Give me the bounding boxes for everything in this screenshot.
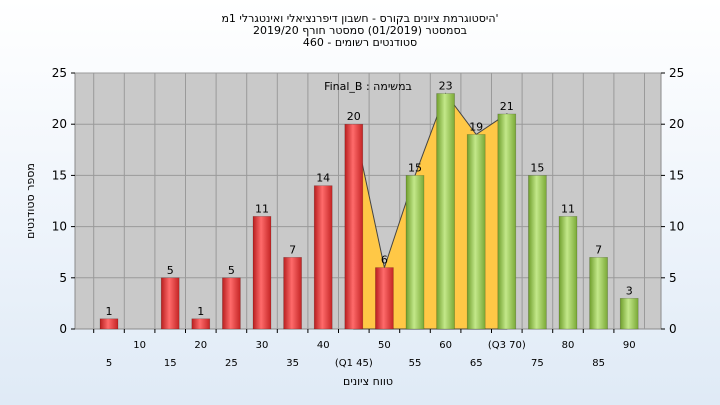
y-axis-label: מספר סטודנטים [24,163,37,239]
y-tick-label-left: 20 [52,117,67,131]
bar-value-label-90: 3 [626,284,633,297]
bar-85 [589,257,608,330]
y-tick-label-left: 0 [59,322,67,336]
bar-value-label-50: 6 [381,254,388,267]
bar-value-label-70: 21 [500,100,514,113]
x-tick-label-top: 50 [378,340,391,351]
bar-65 [466,134,486,330]
chart-subtitle-semester: בסמסטר (01/2019) סמסטר חורף 2019/20 [253,24,467,37]
y-tick-label-right: 10 [669,220,684,234]
x-tick-label-bottom: 25 [225,358,238,369]
bar-35 [283,257,302,330]
bar-40 [313,185,333,330]
bar-value-label-35: 7 [289,243,296,256]
bar-5 [99,318,119,330]
bar-value-label-80: 11 [561,202,575,215]
bar-value-label-75: 15 [530,161,544,174]
chart-title-block: היסטוגרמת ציונים בקורס - חשבון דיפרנציאל… [221,12,498,49]
y-tick-label-right: 15 [669,168,684,182]
x-axis-tick-labels: 10 20 30 40 50 60 (Q3 70) 80 90 5 15 25 35 (Q1 45) 55 6… [93,329,636,369]
x-tick-label-bottom: 75 [531,358,544,369]
bar-45 [344,123,364,330]
x-tick-label-bottom: 5 [106,358,112,369]
y-tick-label-right: 5 [669,271,677,285]
bar-70 [497,113,517,330]
bar-value-label-60: 23 [439,79,453,92]
y-tick-label-right: 25 [669,66,684,80]
bar-15 [160,277,180,330]
bar-value-label-25: 5 [228,264,235,277]
x-tick-label-top: 60 [439,340,452,351]
bar-value-label-65: 19 [469,120,483,133]
bar-value-label-30: 11 [255,202,269,215]
bar-90 [619,297,639,330]
y-tick-label-left: 25 [52,66,67,80]
x-tick-label-top: 90 [623,340,636,351]
x-tick-label-bottom: 15 [164,358,177,369]
bar-value-label-45: 20 [347,110,361,123]
y-tick-label-left: 15 [52,168,67,182]
x-tick-label-bottom: 85 [592,358,605,369]
bar-60 [436,93,455,330]
bar-50 [375,267,394,330]
x-tick-label-bottom: 35 [286,358,299,369]
chart-subtitle-students: סטודנטים רשומים - 460 [303,36,417,49]
bar-value-label-40: 14 [316,172,330,185]
x-tick-label-top: 20 [194,340,207,351]
y-tick-label-right: 0 [669,322,677,336]
x-tick-label-top: 30 [256,340,269,351]
bar-value-label-20: 1 [197,305,204,318]
bars-group [99,93,639,330]
annotation-label: Final_B : במשימה [324,80,412,93]
x-tick-label-top: (Q3 70) [488,340,526,351]
bar-value-label-55: 15 [408,161,422,174]
bar-20 [191,318,211,330]
x-tick-label-bottom: 65 [470,358,483,369]
bar-80 [558,216,578,330]
y-tick-label-left: 5 [59,271,67,285]
x-tick-label-top: 40 [317,340,330,351]
bar-value-label-15: 5 [167,264,174,277]
bar-value-label-5: 1 [106,305,113,318]
x-tick-label-top: 80 [562,340,575,351]
bar-value-label-85: 7 [595,243,602,256]
bar-30 [252,216,272,330]
y-tick-label-left: 10 [52,220,67,234]
x-tick-label-bottom: 55 [409,358,422,369]
bar-25 [222,277,241,330]
y-tick-label-right: 20 [669,117,684,131]
chart-title: היסטוגרמת ציונים בקורס - חשבון דיפרנציאל… [221,12,498,25]
bar-55 [405,175,425,330]
x-tick-label-bottom: (Q1 45) [335,358,373,369]
bar-75 [528,175,547,330]
x-axis-label: טווח ציונים [343,375,393,388]
x-tick-label-top: 10 [133,340,146,351]
